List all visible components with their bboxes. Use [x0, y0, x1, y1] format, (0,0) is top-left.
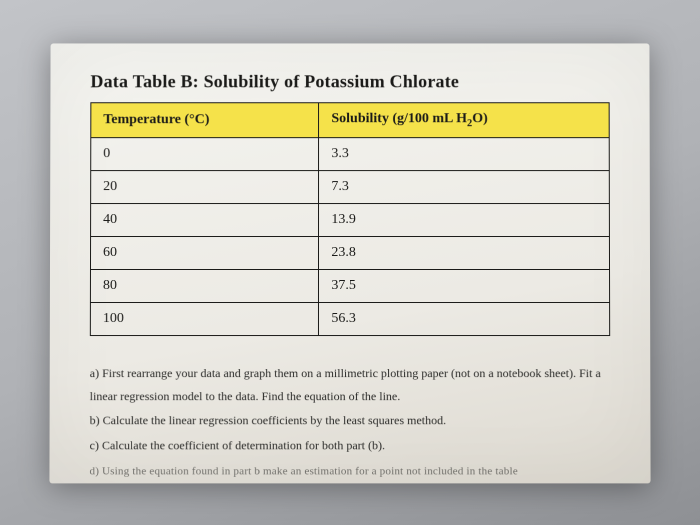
- questions-block: a) First rearrange your data and graph t…: [90, 361, 611, 456]
- table-row: 20 7.3: [91, 170, 610, 203]
- question-d-cutoff: d) Using the equation found in part b ma…: [90, 465, 611, 477]
- worksheet-page: Data Table B: Solubility of Potassium Ch…: [49, 43, 650, 483]
- cell-sol: 3.3: [319, 137, 609, 170]
- question-c: c) Calculate the coefficient of determin…: [90, 434, 611, 457]
- col-header-solubility: Solubility (g/100 mL H2O): [319, 102, 609, 137]
- solubility-table: Temperature (°C) Solubility (g/100 mL H2…: [90, 102, 610, 336]
- cell-sol: 7.3: [319, 170, 609, 203]
- table-row: 60 23.8: [90, 236, 609, 269]
- cell-temp: 80: [90, 269, 318, 302]
- cell-temp: 40: [91, 203, 319, 236]
- question-b: b) Calculate the linear regression coeff…: [90, 409, 611, 432]
- col-header-temperature: Temperature (°C): [91, 102, 319, 137]
- cell-temp: 60: [90, 236, 318, 269]
- table-row: 100 56.3: [90, 302, 609, 335]
- table-title: Data Table B: Solubility of Potassium Ch…: [90, 71, 609, 92]
- table-row: 0 3.3: [91, 137, 610, 170]
- cell-temp: 100: [90, 302, 319, 335]
- cell-sol: 13.9: [319, 203, 610, 236]
- cell-sol: 56.3: [319, 302, 610, 335]
- cell-sol: 23.8: [319, 236, 610, 269]
- question-a: a) First rearrange your data and graph t…: [90, 361, 611, 407]
- table-row: 80 37.5: [90, 269, 609, 302]
- cell-temp: 20: [91, 170, 319, 203]
- table-row: 40 13.9: [91, 203, 610, 236]
- cell-temp: 0: [91, 137, 319, 170]
- cell-sol: 37.5: [319, 269, 610, 302]
- table-header-row: Temperature (°C) Solubility (g/100 mL H2…: [91, 102, 609, 137]
